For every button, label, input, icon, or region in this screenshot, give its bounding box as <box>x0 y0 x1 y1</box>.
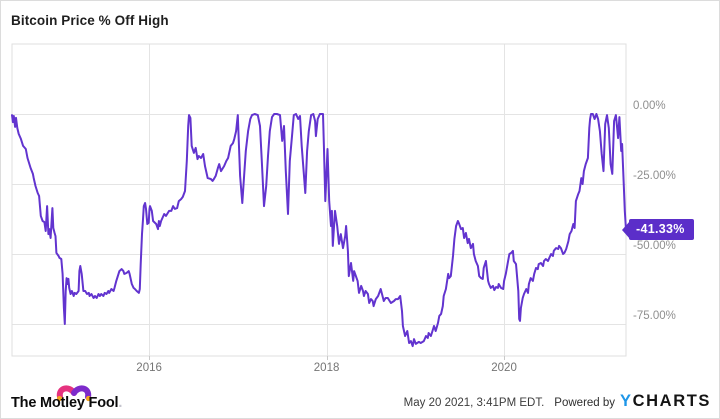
y-tick-label-75: -75.00% <box>633 309 676 322</box>
plot-border <box>11 43 627 357</box>
current-value-badge: -41.33% <box>629 219 694 241</box>
powered-by-label: Powered by <box>554 397 616 409</box>
y-tick-label-25: -25.00% <box>633 169 676 182</box>
ycharts-logo-y: Y <box>620 392 633 410</box>
jester-cap-icon <box>56 385 92 402</box>
wordmark-period: . <box>118 395 123 411</box>
x-tick-label-2020: 2020 <box>491 362 517 374</box>
y-tick-label-0: 0.00% <box>633 99 666 112</box>
axis-ticks <box>149 356 505 360</box>
motley-fool-logo: The Motley Fool. <box>11 384 141 416</box>
x-tick-label-2018: 2018 <box>313 362 340 374</box>
chart-gridlines <box>12 44 626 356</box>
ycharts-logo-charts: CHARTS <box>632 392 711 410</box>
timestamp: May 20 2021, 3:41PM EDT. <box>403 397 545 409</box>
x-tick-label-2016: 2016 <box>136 362 162 374</box>
motley-fool-wordmark: The Motley Fool. <box>11 395 123 411</box>
bitcoin-series-line <box>11 113 627 348</box>
y-tick-label-50: -50.00% <box>633 239 676 252</box>
chart-title: Bitcoin Price % Off High <box>11 13 169 28</box>
ycharts-logo: YCHARTS <box>620 392 711 411</box>
chart-credits: May 20 2021, 3:41PM EDT. Powered by YCHA… <box>404 392 711 411</box>
